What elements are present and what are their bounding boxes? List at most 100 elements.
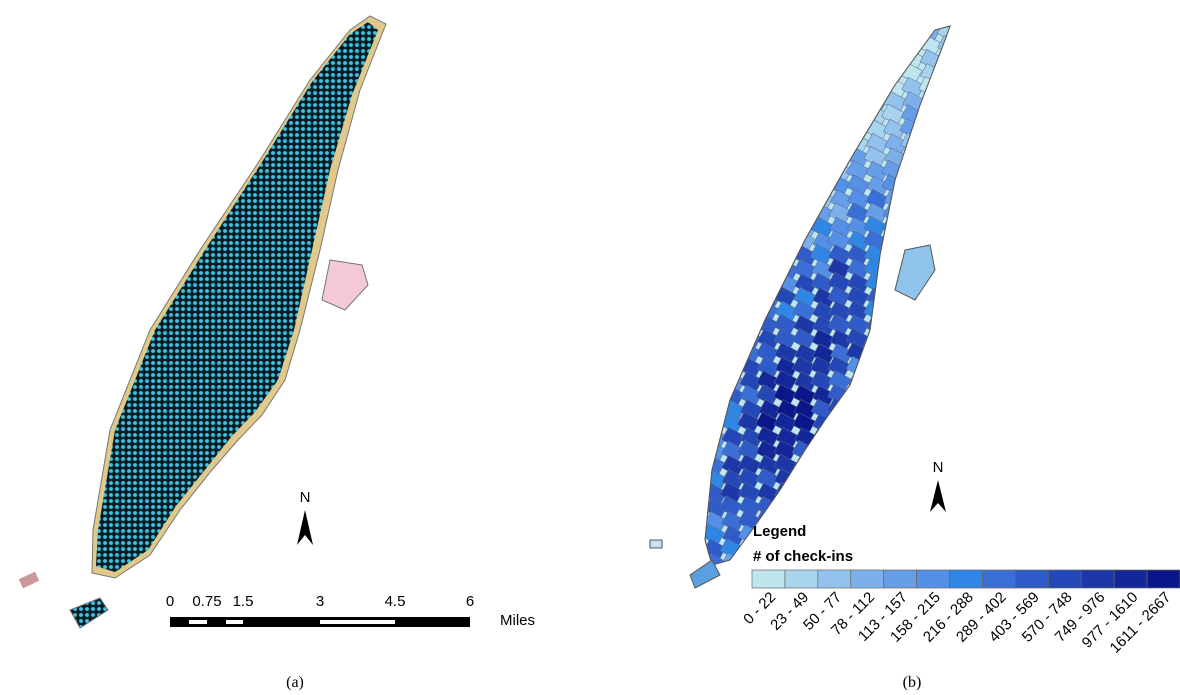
tract [795,92,817,113]
tract [683,468,705,489]
tract [847,21,869,42]
tract [882,300,904,321]
tract [756,76,778,97]
tract [829,119,851,140]
tract [847,35,869,56]
tract [936,146,958,167]
tract [685,63,707,84]
island [19,572,40,589]
tract [919,525,941,546]
tract [685,21,707,42]
tract [704,245,726,266]
tract [811,455,833,476]
tract [722,91,744,112]
tract [938,288,960,309]
tract [882,356,904,377]
tract [705,36,727,57]
tract [737,174,759,195]
tract [883,455,905,476]
tract [918,118,940,139]
tract [902,315,924,336]
tract [921,358,943,379]
tract [722,287,744,308]
tract [738,132,760,153]
tract [776,63,798,84]
tract [902,526,924,547]
tract [938,428,960,449]
scale-tick-label: 3 [316,593,324,610]
tract [848,77,870,98]
tract [792,62,814,83]
island [322,260,368,310]
tract [939,246,961,267]
tract [830,91,852,112]
tract [936,370,958,391]
tract [757,119,779,140]
tract [684,245,706,266]
tract [703,189,725,210]
tract [686,147,708,168]
tract [848,49,870,70]
scale-tick-label: 6 [466,593,474,610]
tract [741,288,763,309]
tract [685,315,707,336]
tract [939,512,961,533]
tract [703,105,725,126]
tract [847,441,869,462]
tract [759,92,781,113]
tract [757,133,779,154]
tract [938,92,960,113]
scale-tick-label: 4.5 [385,593,406,610]
tract [920,288,942,309]
tract [864,482,886,503]
tract [848,413,870,434]
tract [684,370,706,391]
tract [739,35,761,56]
tract [812,525,834,546]
tract [719,244,741,265]
scale-tick-label: 0 [166,593,174,610]
tract [883,231,905,252]
tract [866,35,888,56]
tract [921,414,943,435]
tract [720,314,742,335]
tract [867,526,889,547]
figure: N Miles (a) N Legend # of check-ins 0 - … [0,0,1180,690]
caption: (a) [286,674,304,690]
tract [721,77,743,98]
tract [937,259,959,280]
tract [793,147,815,168]
tract [829,483,851,504]
tract [758,245,780,266]
tract [704,259,726,280]
tract [864,20,886,41]
legend-swatch [818,570,851,588]
tract [687,330,709,351]
tract [939,358,961,379]
tract [829,77,851,98]
tract [900,426,922,447]
tract [810,510,832,531]
tract [757,21,779,42]
tract [684,454,706,475]
tract [938,413,960,434]
scale-tick-label: 0.75 [192,593,221,610]
tract [830,497,852,518]
tract [900,301,922,322]
tract [919,385,941,406]
tract [883,49,905,70]
tract [775,35,797,56]
tract [900,370,922,391]
tract [830,442,852,463]
island [70,598,108,628]
tract [811,175,833,196]
tract [703,77,725,98]
tract [830,63,852,84]
tract [902,456,924,477]
tract [900,538,922,559]
tract [848,497,870,518]
tract [740,217,762,238]
tract [721,119,743,140]
tract [810,76,832,97]
tract [849,386,871,407]
